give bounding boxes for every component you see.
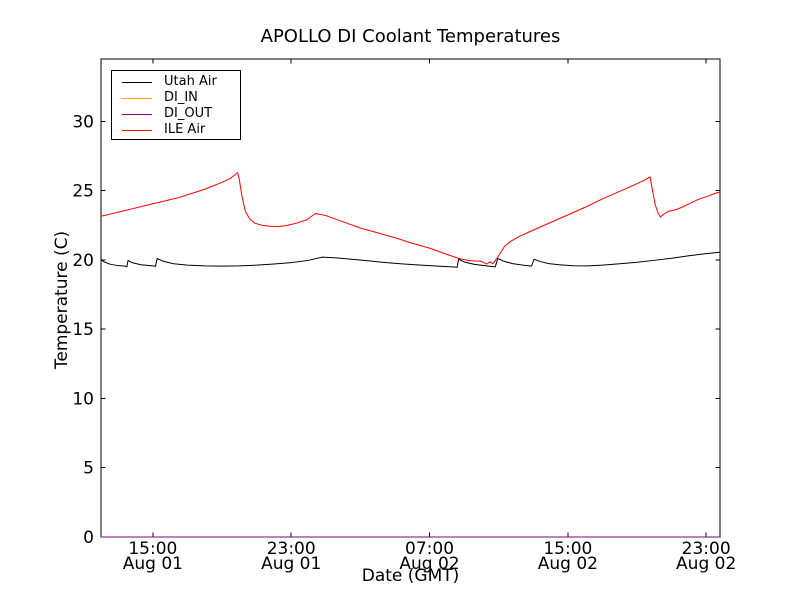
y-tick-label: 25: [72, 182, 94, 202]
y-tick-label: 5: [83, 459, 94, 479]
legend-line-sample: [122, 81, 152, 83]
chart-title: APOLLO DI Coolant Temperatures: [260, 26, 561, 47]
legend-entry-di-in: DI_IN: [112, 90, 240, 106]
x-tick-label: 07:00 Aug 02: [399, 539, 459, 574]
legend-line-sample: [122, 113, 152, 115]
legend-entry-di-out: DI_OUT: [112, 106, 240, 122]
legend-line-sample: [122, 97, 152, 99]
legend-entry-ile-air: ILE Air: [112, 122, 240, 138]
legend: Utah Air DI_IN DI_OUT ILE Air: [111, 70, 241, 140]
y-tick-label: 20: [72, 251, 94, 271]
series-line-ile-air: [100, 172, 721, 265]
legend-entry-utah-air: Utah Air: [112, 74, 240, 90]
legend-label: DI_OUT: [164, 106, 213, 121]
x-tick-label: 23:00 Aug 01: [261, 539, 321, 574]
legend-line-sample: [122, 129, 152, 131]
x-axis-label: Date (GMT): [361, 566, 460, 586]
x-tick-label: 23:00 Aug 02: [676, 539, 736, 574]
y-tick-label: 10: [72, 389, 94, 409]
legend-label: Utah Air: [164, 74, 217, 89]
x-tick-label: 15:00 Aug 02: [538, 539, 598, 574]
y-tick-label: 0: [83, 528, 94, 548]
y-tick-label: 30: [72, 112, 94, 132]
x-tick-label: 15:00 Aug 01: [123, 539, 183, 574]
legend-label: DI_IN: [164, 90, 198, 105]
series-line-utah-air: [100, 251, 721, 268]
y-tick-label: 15: [72, 320, 94, 340]
legend-label: ILE Air: [164, 122, 206, 137]
